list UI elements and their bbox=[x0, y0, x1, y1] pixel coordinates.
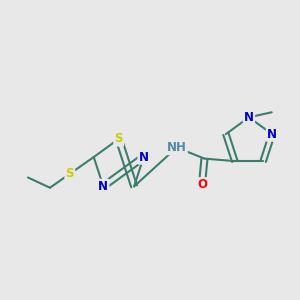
Text: NH: NH bbox=[167, 141, 187, 154]
Text: N: N bbox=[267, 128, 277, 141]
Text: N: N bbox=[139, 151, 149, 164]
Text: N: N bbox=[244, 111, 254, 124]
Text: N: N bbox=[98, 180, 108, 193]
Text: O: O bbox=[197, 178, 207, 191]
Text: S: S bbox=[115, 132, 123, 146]
Text: S: S bbox=[65, 167, 74, 180]
